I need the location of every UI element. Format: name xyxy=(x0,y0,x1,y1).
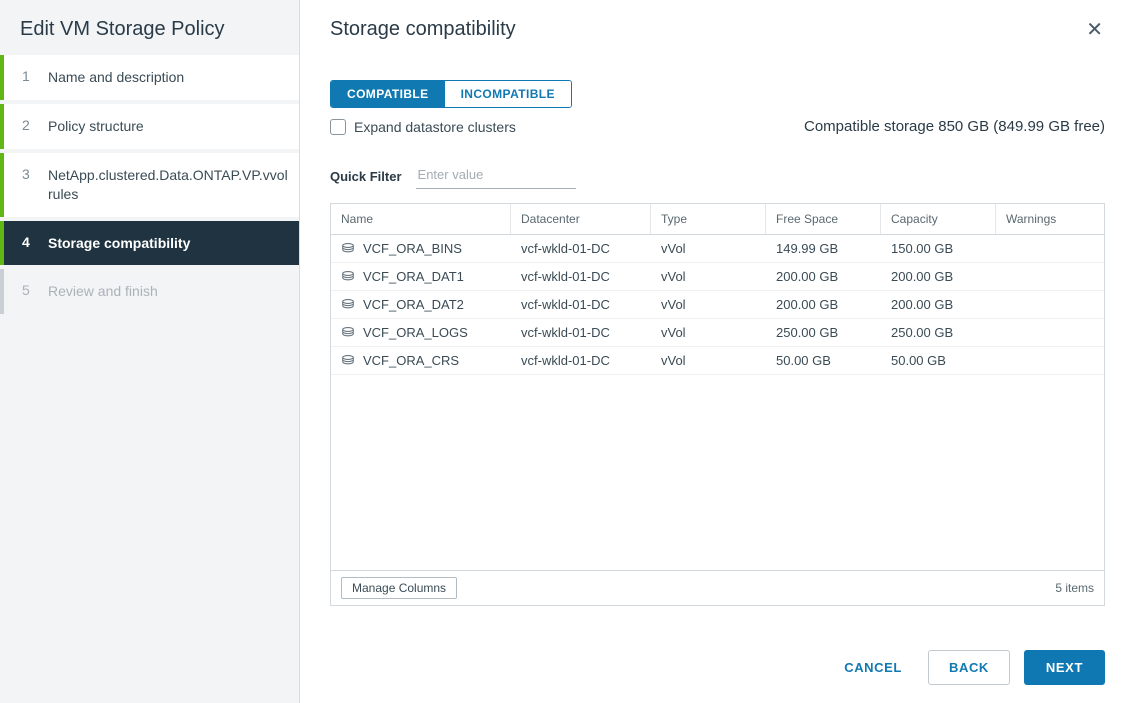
close-icon[interactable]: ✕ xyxy=(1084,18,1105,42)
wizard-footer: CANCEL BACK NEXT xyxy=(330,650,1105,685)
table-body: VCF_ORA_BINSvcf-wkld-01-DCvVol149.99 GB1… xyxy=(331,235,1104,570)
cell-type: vVol xyxy=(651,319,766,346)
cell-capacity: 200.00 GB xyxy=(881,263,996,290)
tab-compatible[interactable]: COMPATIBLE xyxy=(331,81,445,107)
cell-warnings xyxy=(996,263,1104,290)
next-button[interactable]: NEXT xyxy=(1024,650,1105,685)
step-label: Name and description xyxy=(48,68,184,87)
step-label: Review and finish xyxy=(48,282,158,301)
compat-toggle: COMPATIBLE INCOMPATIBLE xyxy=(330,80,572,108)
table-row[interactable]: VCF_ORA_CRSvcf-wkld-01-DCvVol50.00 GB50.… xyxy=(331,347,1104,375)
datastore-icon xyxy=(341,354,355,368)
datastore-name: VCF_ORA_LOGS xyxy=(363,325,468,340)
cell-datacenter: vcf-wkld-01-DC xyxy=(511,235,651,262)
cell-free-space: 200.00 GB xyxy=(766,263,881,290)
cell-name: VCF_ORA_DAT1 xyxy=(331,263,511,290)
cell-capacity: 250.00 GB xyxy=(881,319,996,346)
wizard-content: Storage compatibility ✕ COMPATIBLE INCOM… xyxy=(300,0,1135,703)
column-header[interactable]: Datacenter xyxy=(511,204,651,234)
cell-warnings xyxy=(996,319,1104,346)
column-header[interactable]: Capacity xyxy=(881,204,996,234)
cell-name: VCF_ORA_CRS xyxy=(331,347,511,374)
column-header[interactable]: Warnings xyxy=(996,204,1104,234)
table-header: NameDatacenterTypeFree SpaceCapacityWarn… xyxy=(331,204,1104,235)
column-header[interactable]: Type xyxy=(651,204,766,234)
wizard-step[interactable]: 3 NetApp.clustered.Data.ONTAP.VP.vvol rul… xyxy=(0,153,299,217)
table-row[interactable]: VCF_ORA_BINS vcf-wkld-01-DCvVol149.99 GB1… xyxy=(331,235,1104,263)
cell-capacity: 50.00 GB xyxy=(881,347,996,374)
step-number: 3 xyxy=(22,166,36,182)
expand-clusters-label: Expand datastore clusters xyxy=(354,119,516,135)
compat-summary: Compatible storage 850 GB (849.99 GB fre… xyxy=(804,118,1105,135)
compat-toggle-row: COMPATIBLE INCOMPATIBLE xyxy=(330,80,1105,108)
datastore-name: VCF_ORA_BINS xyxy=(363,241,462,256)
datastore-name: VCF_ORA_DAT2 xyxy=(363,297,464,312)
column-header[interactable]: Free Space xyxy=(766,204,881,234)
wizard-step[interactable]: 1 Name and description xyxy=(0,55,299,100)
cell-name: VCF_ORA_LOGS xyxy=(331,319,511,346)
quick-filter-label: Quick Filter xyxy=(330,169,402,184)
cell-warnings xyxy=(996,235,1104,262)
tab-incompatible[interactable]: INCOMPATIBLE xyxy=(445,81,571,107)
table-row[interactable]: VCF_ORA_LOGSvcf-wkld-01-DCvVol250.00 GB2… xyxy=(331,319,1104,347)
cell-free-space: 50.00 GB xyxy=(766,347,881,374)
step-number: 5 xyxy=(22,282,36,298)
step-label: Policy structure xyxy=(48,117,144,136)
expand-clusters-checkbox[interactable]: Expand datastore clusters xyxy=(330,119,516,135)
manage-columns-button[interactable]: Manage Columns xyxy=(341,577,457,599)
page-title: Storage compatibility xyxy=(330,18,516,41)
cell-type: vVol xyxy=(651,235,766,262)
cell-datacenter: vcf-wkld-01-DC xyxy=(511,347,651,374)
cell-warnings xyxy=(996,347,1104,374)
datastore-icon xyxy=(341,326,355,340)
wizard-steps: 1 Name and description 2 Policy structure 3N… xyxy=(0,55,299,314)
step-number: 2 xyxy=(22,117,36,133)
datastore-name: VCF_ORA_DAT1 xyxy=(363,269,464,284)
table-row[interactable]: VCF_ORA_DAT2vcf-wkld-01-DCvVol200.00 GB2… xyxy=(331,291,1104,319)
cancel-button[interactable]: CANCEL xyxy=(832,650,914,685)
step-number: 1 xyxy=(22,68,36,84)
step-number: 4 xyxy=(22,234,36,250)
filter-row: Quick Filter xyxy=(330,163,1105,189)
back-button[interactable]: BACK xyxy=(928,650,1010,685)
step-label: Storage compatibility xyxy=(48,234,190,253)
datastore-icon xyxy=(341,298,355,312)
options-row: Expand datastore clusters Compatible sto… xyxy=(330,118,1105,135)
wizard-nav: Edit VM Storage Policy 1 Name and descrip… xyxy=(0,0,300,703)
table-footer: Manage Columns 5 items xyxy=(331,570,1104,605)
checkbox-icon[interactable] xyxy=(330,119,346,135)
table-row[interactable]: VCF_ORA_DAT1vcf-wkld-01-DCvVol200.00 GB2… xyxy=(331,263,1104,291)
datastore-name: VCF_ORA_CRS xyxy=(363,353,459,368)
cell-name: VCF_ORA_DAT2 xyxy=(331,291,511,318)
cell-type: vVol xyxy=(651,291,766,318)
step-label: NetApp.clustered.Data.ONTAP.VP.vvol rule… xyxy=(48,166,288,204)
item-count-label: 5 items xyxy=(1055,581,1094,595)
cell-type: vVol xyxy=(651,263,766,290)
datastore-table: NameDatacenterTypeFree SpaceCapacityWarn… xyxy=(330,203,1105,606)
cell-datacenter: vcf-wkld-01-DC xyxy=(511,291,651,318)
column-header[interactable]: Name xyxy=(331,204,511,234)
content-header: Storage compatibility ✕ xyxy=(330,18,1105,42)
cell-type: vVol xyxy=(651,347,766,374)
wizard-step[interactable]: 4 Storage compatibility xyxy=(0,221,299,266)
wizard-step: 5 Review and finish xyxy=(0,269,299,314)
cell-free-space: 200.00 GB xyxy=(766,291,881,318)
datastore-icon xyxy=(341,270,355,284)
cell-name: VCF_ORA_BINS xyxy=(331,235,511,262)
cell-datacenter: vcf-wkld-01-DC xyxy=(511,263,651,290)
wizard-dialog: Edit VM Storage Policy 1 Name and descrip… xyxy=(0,0,1135,703)
cell-free-space: 149.99 GB xyxy=(766,235,881,262)
datastore-icon xyxy=(341,242,355,256)
cell-capacity: 150.00 GB xyxy=(881,235,996,262)
quick-filter-input[interactable] xyxy=(416,163,576,189)
wizard-title: Edit VM Storage Policy xyxy=(0,0,299,55)
wizard-step[interactable]: 2 Policy structure xyxy=(0,104,299,149)
cell-capacity: 200.00 GB xyxy=(881,291,996,318)
cell-warnings xyxy=(996,291,1104,318)
cell-free-space: 250.00 GB xyxy=(766,319,881,346)
cell-datacenter: vcf-wkld-01-DC xyxy=(511,319,651,346)
